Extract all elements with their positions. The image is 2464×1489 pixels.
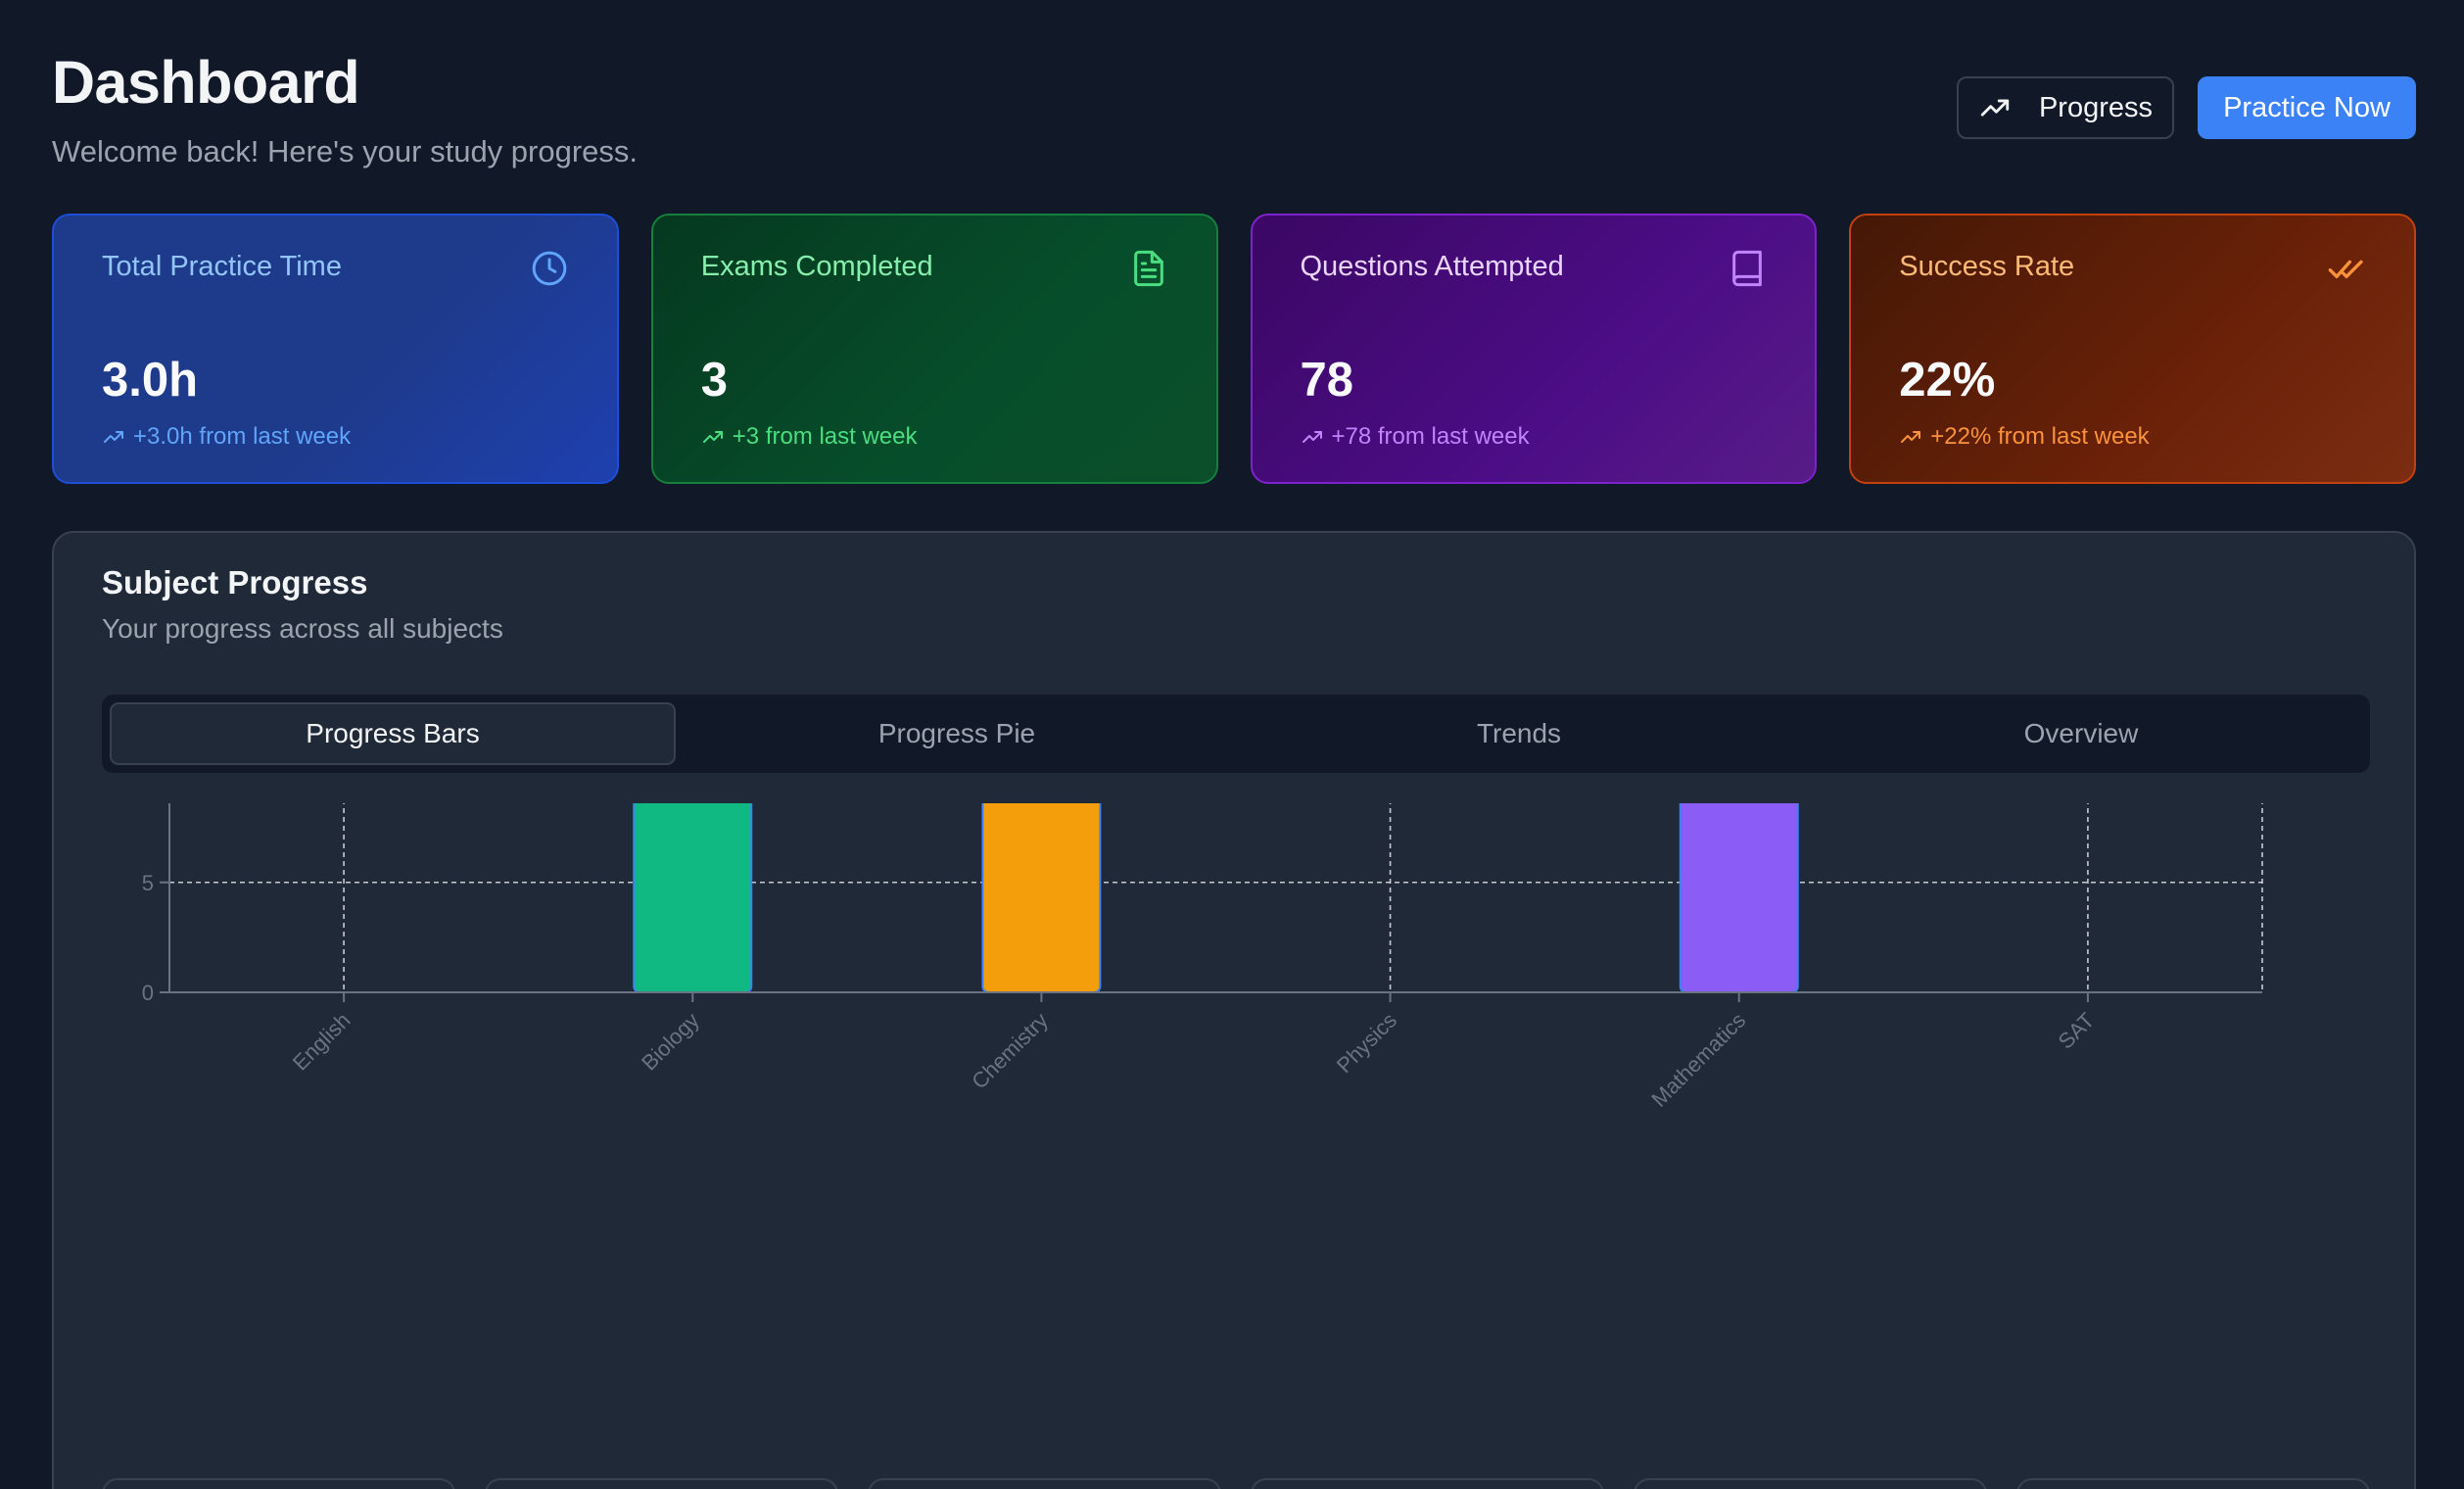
stat-card-success-rate: Success Rate 22% +22% from last week [1849, 214, 2416, 484]
bar-chart: 05101520EnglishBiologyChemistryPhysicsMa… [130, 541, 2263, 1112]
double-check-icon [2327, 249, 2366, 288]
page-subtitle: Welcome back! Here's your study progress… [52, 134, 639, 168]
page-title: Dashboard [52, 49, 360, 116]
panel-subtitle: Your progress across all subjects [102, 613, 503, 644]
stat-change-text: +22% from last week [1930, 423, 2150, 450]
trending-up-icon [1899, 425, 1922, 449]
page-header: Dashboard Welcome back! Here's your stud… [52, 49, 2416, 168]
stat-change: +78 from last week [1301, 423, 1530, 451]
trending-up-icon [1301, 425, 1324, 449]
stat-change: +22% from last week [1899, 423, 2150, 451]
stat-change-text: +78 from last week [1331, 423, 1530, 450]
stat-change: +3 from last week [701, 423, 918, 451]
y-tick-label: 0 [142, 981, 154, 1005]
x-tick-label: SAT [2054, 1008, 2100, 1054]
x-tick-label: English [288, 1008, 355, 1076]
subject-card[interactable] [868, 1478, 1221, 1489]
stat-cards: Total Practice Time 3.0h +3.0h from last… [52, 214, 2416, 484]
subject-progress-chart: 05101520EnglishBiologyChemistryPhysicsMa… [102, 541, 2370, 1469]
tab-overview[interactable]: Overview [2023, 718, 2139, 748]
panel-title: Subject Progress [102, 564, 368, 600]
stat-value: 3.0h [102, 354, 199, 407]
bar [633, 617, 753, 993]
bar [981, 617, 1102, 993]
subject-card[interactable] [485, 1478, 838, 1489]
stat-card-exams-completed: Exams Completed 3 +3 from last week [650, 214, 1218, 484]
subject-card[interactable] [1251, 1478, 1604, 1489]
book-icon [1728, 249, 1767, 288]
chart-tabs: Progress Bars Progress Pie Trends Overvi… [102, 695, 2370, 773]
stat-label: Exams Completed [700, 251, 933, 282]
stat-label: Success Rate [1899, 251, 2075, 282]
subject-card[interactable] [1634, 1478, 1987, 1489]
document-icon [1129, 249, 1168, 288]
x-tick-label: Biology [637, 1008, 704, 1076]
x-tick-label: Mathematics [1646, 1008, 1750, 1112]
trending-up-icon [701, 425, 725, 449]
trending-up-icon [102, 425, 125, 449]
stat-card-questions-attempted: Questions Attempted 78 +78 from last wee… [1250, 214, 1818, 484]
subject-card[interactable] [102, 1478, 455, 1489]
stat-value: 22% [1899, 354, 1996, 407]
stat-value: 78 [1300, 354, 1354, 407]
stat-change: +3.0h from last week [102, 423, 351, 451]
clock-icon [530, 249, 569, 288]
stat-value: 3 [700, 354, 729, 407]
y-tick-label: 5 [142, 871, 154, 895]
x-tick-label: Physics [1332, 1008, 1401, 1078]
practice-now-button[interactable]: Practice Now [2198, 76, 2416, 139]
progress-button-label: Progress [2038, 91, 2154, 123]
x-tick-label: Chemistry [967, 1008, 1053, 1094]
stat-change-text: +3.0h from last week [133, 423, 352, 450]
tab-progress-pie[interactable]: Progress Pie [877, 718, 1036, 748]
progress-button[interactable]: Progress [1957, 76, 2174, 139]
stat-label: Total Practice Time [102, 251, 342, 282]
stat-change-text: +3 from last week [732, 423, 918, 450]
trending-up-icon [1978, 91, 2012, 124]
subject-cards-row [102, 1478, 2370, 1489]
stat-label: Questions Attempted [1300, 251, 1564, 282]
tab-trends[interactable]: Trends [1476, 718, 1562, 748]
subject-progress-panel: Subject Progress Your progress across al… [52, 531, 2416, 1489]
stat-card-practice-time: Total Practice Time 3.0h +3.0h from last… [52, 214, 619, 484]
tab-progress-bars[interactable]: Progress Bars [110, 702, 676, 765]
header-actions: Progress Practice Now [1957, 76, 2416, 139]
subject-card[interactable] [2016, 1478, 2370, 1489]
bar [1679, 617, 1799, 993]
